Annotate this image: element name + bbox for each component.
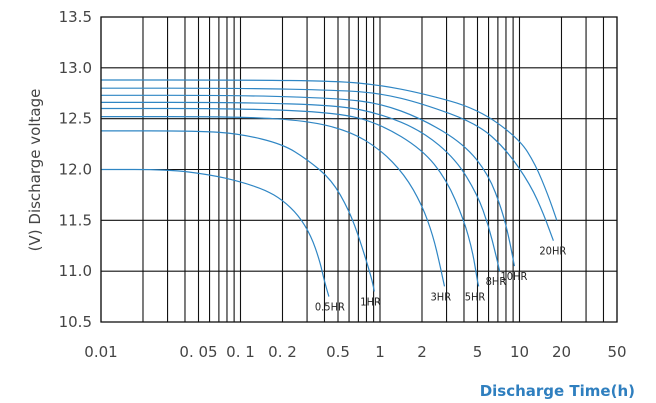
x-tick-label: 5 <box>473 343 483 361</box>
x-tick-label: 1 <box>375 343 385 361</box>
series-label: 3HR <box>431 290 452 303</box>
x-tick-label: 10 <box>510 343 529 361</box>
y-tick-label: 12.5 <box>59 110 92 128</box>
x-axis-label: Discharge Time(h) <box>480 382 635 400</box>
y-tick-label: 13.0 <box>59 59 92 77</box>
y-tick-label: 10.5 <box>59 313 92 331</box>
series-label: 0.5HR <box>315 301 345 314</box>
series-line <box>100 94 515 267</box>
y-tick-label: 13.5 <box>59 8 92 26</box>
series-line <box>101 87 554 241</box>
series-label: 1HR <box>360 296 381 309</box>
x-tick-label: 20 <box>552 343 571 361</box>
x-tick-label: 2 <box>417 343 427 361</box>
x-tick-label: 0.5 <box>326 343 350 361</box>
axes: 13.513.012.512.011.511.010.50.01 0. 05 0. … <box>59 8 627 361</box>
y-tick-label: 12.0 <box>59 161 92 179</box>
x-tick-label: 50 <box>607 343 626 361</box>
series-line <box>100 115 446 287</box>
series-line <box>100 79 558 221</box>
series-line <box>101 130 375 292</box>
grid <box>100 16 618 323</box>
series-label: 8HR <box>486 275 507 288</box>
x-tick-label: 0. 1 <box>226 343 255 361</box>
series-label: 10HR <box>500 270 527 283</box>
x-tick-label: 0.01 <box>84 343 117 361</box>
y-tick-label: 11.0 <box>59 262 92 280</box>
series-line <box>101 101 501 272</box>
y-axis-label: (V) Discharge voltage <box>26 89 44 252</box>
y-tick-label: 11.5 <box>59 211 92 229</box>
series-line <box>101 107 480 287</box>
x-tick-label: 0. 05 <box>179 343 217 361</box>
series-layer <box>100 79 558 297</box>
series-label: 20HR <box>539 245 566 258</box>
series-label: 5HR <box>465 290 486 303</box>
series-line <box>101 168 330 297</box>
x-tick-label: 0. 2 <box>268 343 297 361</box>
plot-frame <box>100 16 618 323</box>
